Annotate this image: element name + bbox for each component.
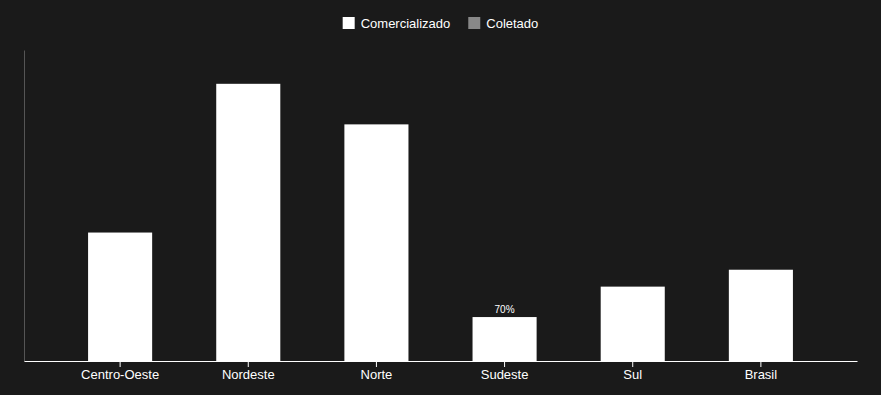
x-tick: Brasil [745,361,778,382]
legend-item: Coletado [468,16,538,31]
x-axis-line [25,361,858,362]
x-tick-mark [376,361,377,367]
x-tick: Norte [361,361,393,382]
x-tick-label: Sul [623,367,642,382]
x-tick-label: Nordeste [222,367,275,382]
x-tick-label: Centro-Oeste [81,367,159,382]
bar [216,84,280,361]
legend-label: Comercializado [361,16,451,31]
x-tick-mark [760,361,761,367]
x-tick-mark [120,361,121,367]
bar [729,270,793,361]
legend-label: Coletado [486,16,538,31]
x-tick: Centro-Oeste [81,361,159,382]
background [0,0,881,395]
x-tick-label: Norte [361,367,393,382]
plot: Centro-Oeste Nordeste Norte Sudeste Sul Brasi… [25,51,858,383]
x-tick-mark [632,361,633,367]
bar [344,124,408,361]
annotation: 70% [495,304,515,315]
x-tick-mark [248,361,249,367]
chart: Centro-Oeste Nordeste Norte Sudeste Sul Brasi… [0,0,881,395]
x-tick-mark [504,361,505,367]
bar [473,317,537,361]
legend-item: Comercializado [343,16,451,31]
x-axis: Centro-Oeste Nordeste Norte Sudeste Sul Brasi… [25,361,858,382]
bars [88,84,793,361]
x-tick: Sul [623,361,642,382]
x-tick: Sudeste [481,361,529,382]
x-tick-label: Brasil [745,367,778,382]
bar [88,233,152,361]
legend-swatch [343,17,355,29]
bar [601,287,665,361]
x-tick-label: Sudeste [481,367,529,382]
legend-swatch [468,17,480,29]
y-axis [24,51,25,362]
y-axis-line [24,51,25,362]
x-tick: Nordeste [222,361,275,382]
legend: Comercializado Coletado [343,16,539,31]
